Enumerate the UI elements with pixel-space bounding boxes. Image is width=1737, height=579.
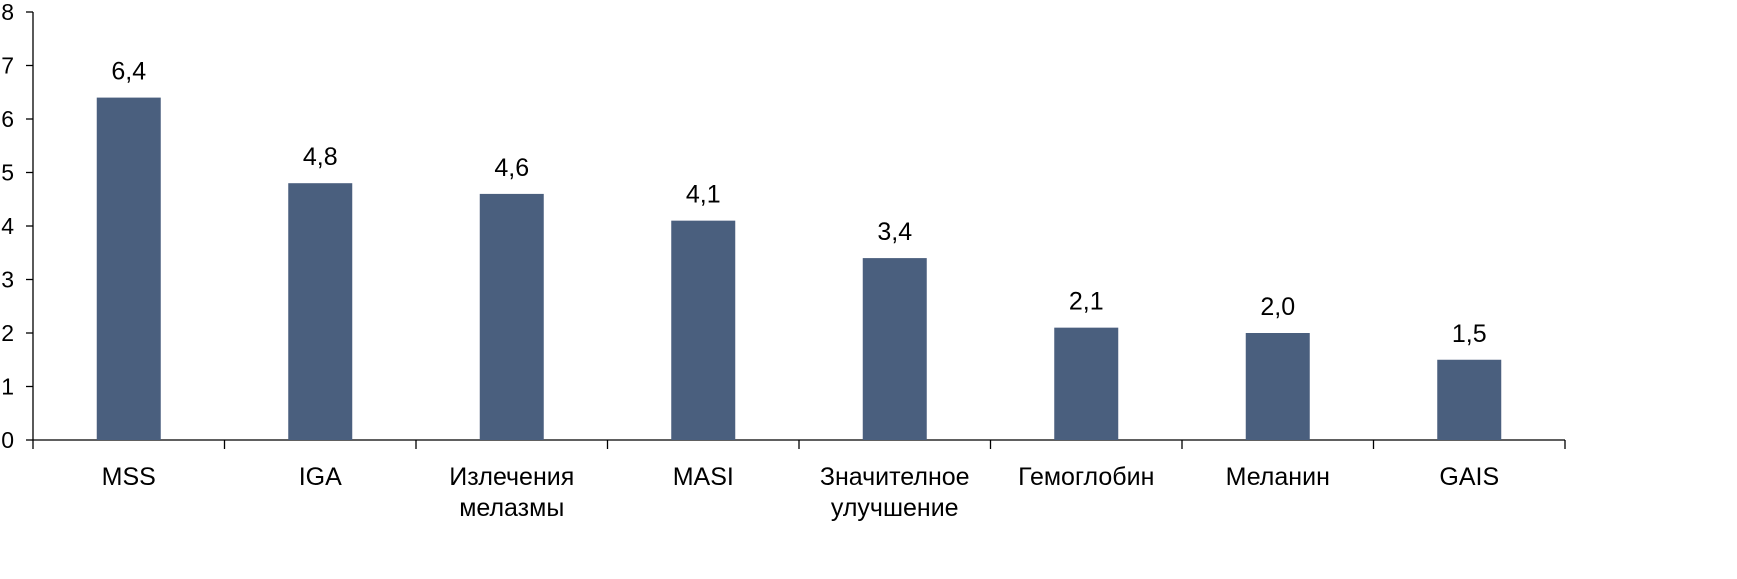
x-ticks: [32, 440, 1566, 449]
data-label: 2,1: [1069, 288, 1104, 316]
data-label: 3,4: [877, 218, 912, 246]
bar: [862, 258, 927, 440]
y-tick-label: 5: [1, 160, 14, 186]
y-axis: 0 1 2 3 4 5 6 7 8: [1, 0, 34, 453]
category-labels: MSS IGA Излечения мелазмы MASI Значителное улу…: [102, 463, 1499, 522]
data-label: 2,0: [1260, 293, 1295, 321]
bar: [479, 193, 544, 440]
y-tick-label: 6: [1, 106, 14, 132]
x-axis: [32, 439, 1566, 449]
y-tick-label: 7: [1, 53, 14, 79]
bar: [1245, 333, 1310, 440]
category-label: Излечения мелазмы: [449, 463, 574, 522]
bars: [96, 97, 1502, 440]
bar: [1437, 359, 1502, 440]
data-label: 4,6: [494, 154, 529, 182]
bar: [671, 220, 736, 440]
bar: [1054, 327, 1119, 440]
category-label: MASI: [673, 463, 734, 491]
y-tick-label: 3: [1, 267, 14, 293]
y-tick-label: 0: [1, 427, 14, 453]
category-label: GAIS: [1439, 463, 1499, 491]
category-label: Гемоглобин: [1018, 463, 1154, 491]
y-tick-label: 4: [1, 213, 14, 239]
data-labels: 6,4 4,8 4,6 4,1 3,4 2,1 2,0 1,5: [111, 58, 1486, 348]
y-tick-label: 2: [1, 320, 14, 346]
y-tick-label: 8: [1, 0, 14, 25]
category-label: Меланин: [1226, 463, 1330, 491]
data-label: 1,5: [1452, 320, 1487, 348]
y-tick-label: 1: [1, 374, 14, 400]
bar: [288, 183, 353, 440]
data-label: 6,4: [111, 58, 146, 86]
y-ticks: 0 1 2 3 4 5 6 7 8: [1, 0, 33, 453]
bar: [96, 97, 161, 440]
category-label: Значителное улучшение: [820, 463, 970, 522]
data-label: 4,1: [686, 181, 721, 209]
category-label: MSS: [102, 463, 156, 491]
category-label: IGA: [299, 463, 342, 491]
data-label: 4,8: [303, 143, 338, 171]
